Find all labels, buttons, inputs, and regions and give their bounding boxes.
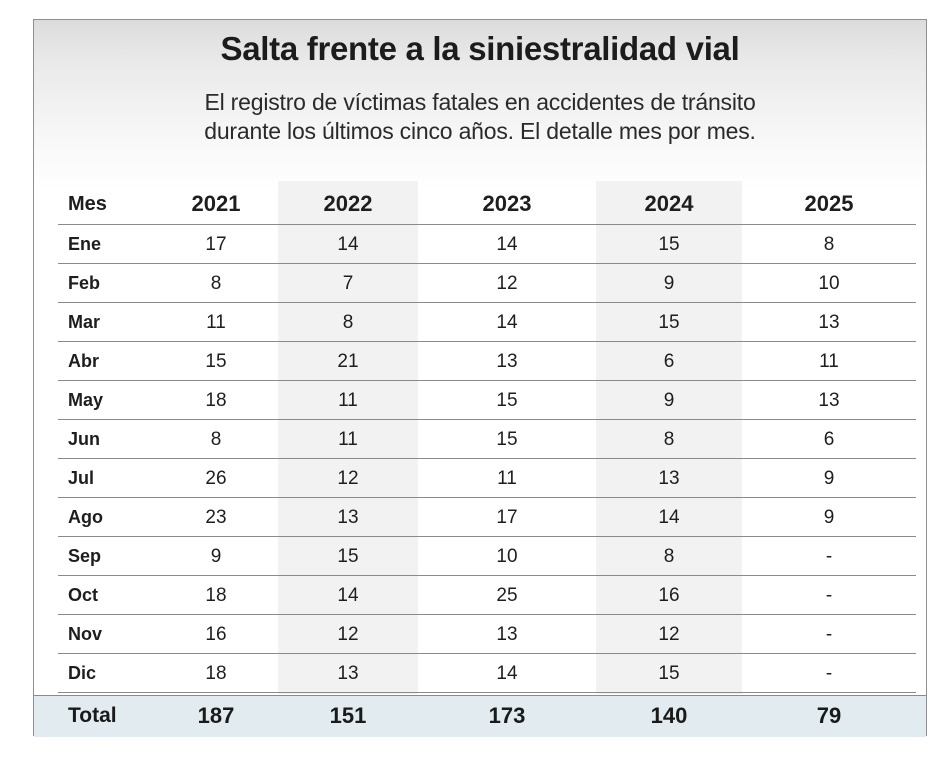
column-header-year: 2022 (278, 181, 418, 225)
table-cell: 9 (742, 459, 916, 498)
table-cell: 8 (278, 303, 418, 342)
total-row: Total 187 151 173 140 79 (58, 695, 916, 736)
row-label-month: Dic (58, 654, 154, 693)
table-cell: - (742, 576, 916, 615)
table-cell: 16 (154, 615, 278, 654)
table-cell: 23 (154, 498, 278, 537)
table-cell: 14 (596, 498, 742, 537)
total-cell: 151 (329, 703, 367, 728)
table-cell: 13 (278, 654, 418, 693)
table-cell: 8 (154, 420, 278, 459)
table-cell: 18 (154, 654, 278, 693)
row-label-month: Jul (58, 459, 154, 498)
page-title: Salta frente a la siniestralidad vial (220, 30, 740, 67)
table-cell: 14 (278, 576, 418, 615)
column-header-year: 2023 (418, 181, 596, 225)
row-label-month: Sep (58, 537, 154, 576)
row-label-month: Abr (58, 342, 154, 381)
row-label-month: Nov (58, 615, 154, 654)
total-cell: 79 (816, 703, 842, 728)
column-header-year: 2024 (596, 181, 742, 225)
table-cell: 9 (596, 264, 742, 303)
table-cell: 12 (278, 459, 418, 498)
table-cell: 14 (418, 303, 596, 342)
table-cell: - (742, 615, 916, 654)
table-cell: 17 (418, 498, 596, 537)
table-cell: 12 (278, 615, 418, 654)
row-label-month: May (58, 381, 154, 420)
table-cell: 13 (596, 459, 742, 498)
table-cell: 13 (418, 615, 596, 654)
table-cell: 12 (596, 615, 742, 654)
row-label-month: Feb (58, 264, 154, 303)
table-cell: - (742, 537, 916, 576)
row-label-month: Ago (58, 498, 154, 537)
table-cell: 25 (418, 576, 596, 615)
table-cell: 8 (596, 420, 742, 459)
table-cell: - (742, 654, 916, 693)
table-cell: 15 (418, 420, 596, 459)
row-label-month: Mar (58, 303, 154, 342)
table-cell: 11 (418, 459, 596, 498)
table-cell: 9 (596, 381, 742, 420)
table-cell: 15 (418, 381, 596, 420)
total-label: Total (68, 704, 117, 727)
row-label-month: Ene (58, 225, 154, 264)
column-band-2022 (278, 181, 418, 694)
table-cell: 8 (742, 225, 916, 264)
table-cell: 13 (742, 303, 916, 342)
table-cell: 6 (596, 342, 742, 381)
table-cell: 12 (418, 264, 596, 303)
table-cell: 16 (596, 576, 742, 615)
table-cell: 17 (154, 225, 278, 264)
table-cell: 11 (278, 420, 418, 459)
table-cell: 10 (418, 537, 596, 576)
table-cell: 9 (742, 498, 916, 537)
table-cell: 15 (596, 225, 742, 264)
table-cell: 15 (596, 303, 742, 342)
row-label-month: Oct (58, 576, 154, 615)
table-cell: 26 (154, 459, 278, 498)
table-cell: 15 (596, 654, 742, 693)
column-header-year: 2025 (742, 181, 916, 225)
table-cell: 10 (742, 264, 916, 303)
table-cell: 11 (154, 303, 278, 342)
table-cell: 15 (154, 342, 278, 381)
data-table: Mes 2021 2022 2023 2024 2025 Ene 17 14 14 15 8 Feb 8 7… (58, 181, 916, 693)
table-cell: 18 (154, 381, 278, 420)
table-cell: 8 (596, 537, 742, 576)
table-cell: 21 (278, 342, 418, 381)
total-cell: 140 (650, 703, 688, 728)
table-cell: 6 (742, 420, 916, 459)
total-cell: 187 (197, 703, 235, 728)
table-cell: 14 (418, 225, 596, 264)
subtitle-line-1: El registro de víctimas fatales en accid… (204, 89, 756, 115)
column-header-year: 2021 (154, 181, 278, 225)
table-card: Salta frente a la siniestralidad vial El… (33, 19, 927, 737)
total-row-band (34, 695, 926, 737)
table-cell: 13 (418, 342, 596, 381)
table-cell: 14 (278, 225, 418, 264)
table-cell: 14 (418, 654, 596, 693)
table-cell: 11 (278, 381, 418, 420)
row-label-month: Jun (58, 420, 154, 459)
column-header-month: Mes (58, 181, 154, 225)
total-cell: 173 (488, 703, 526, 728)
page-subtitle: El registro de víctimas fatales en accid… (114, 88, 846, 146)
table-cell: 13 (742, 381, 916, 420)
table-cell: 8 (154, 264, 278, 303)
table-cell: 9 (154, 537, 278, 576)
column-band-2024 (596, 181, 742, 694)
subtitle-line-2: durante los últimos cinco años. El detal… (204, 118, 756, 144)
table-cell: 7 (278, 264, 418, 303)
table-cell: 15 (278, 537, 418, 576)
table-cell: 18 (154, 576, 278, 615)
table-cell: 11 (742, 342, 916, 381)
table-cell: 13 (278, 498, 418, 537)
